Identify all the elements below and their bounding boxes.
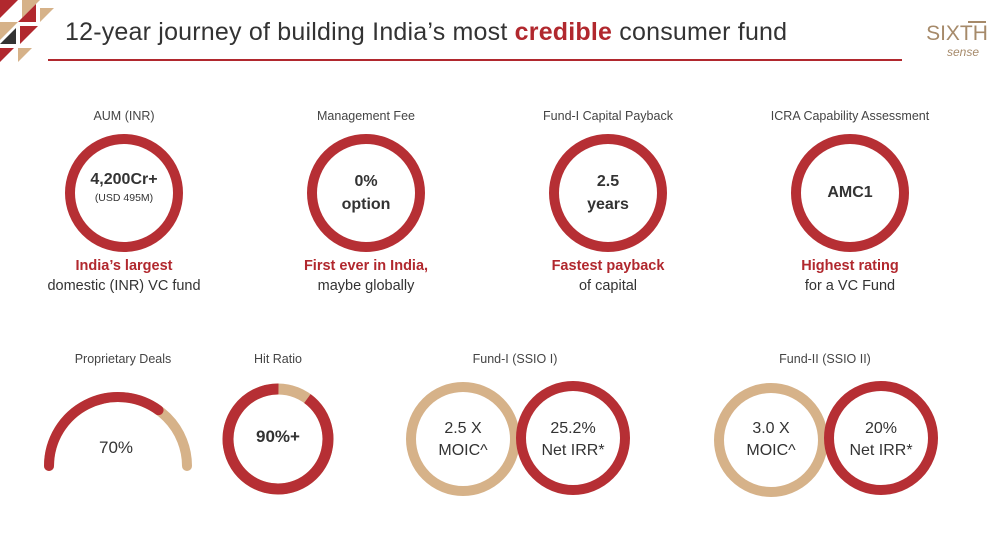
fund1-irr-label: Net IRR*	[541, 442, 605, 459]
aum-caption-text: domestic (INR) VC fund	[47, 278, 201, 294]
icra-value: AMC1	[827, 184, 873, 201]
fund1-moic-label: MOIC^	[438, 442, 488, 459]
fund1-moic: 2.5 X MOIC^	[406, 418, 520, 462]
company-logo: SIXTH sense	[926, 21, 988, 59]
proprietary-label: Proprietary Deals	[74, 352, 172, 366]
title-highlight: credible	[514, 18, 613, 46]
fund2-irr-value: 20%	[864, 420, 898, 437]
fee-value: 0% option	[307, 170, 425, 216]
title-text: 12-year journey of building India’s most	[65, 18, 515, 46]
page-title: 12-year journey of building India’s most…	[65, 18, 787, 47]
icra-ring	[791, 134, 909, 252]
fund1-irr-value: 25.2%	[550, 420, 596, 437]
icra-label: ICRA Capability Assessment	[770, 109, 930, 123]
aum-ring	[65, 134, 183, 252]
fund2-moic: 3.0 X MOIC^	[714, 418, 828, 462]
icra-caption-text: for a VC Fund	[804, 278, 896, 294]
fund2-label: Fund-II (SSIO II)	[779, 352, 871, 366]
payback-label: Fund-I Capital Payback	[543, 109, 673, 123]
proprietary-gauge	[44, 392, 192, 471]
aum-caption: India’s largest domestic (INR) VC fund	[14, 256, 234, 296]
aum-value: 4,200Cr+ (USD 495M)	[65, 168, 183, 205]
fund1-moic-ring	[406, 382, 520, 496]
aum-label: AUM (INR)	[93, 109, 155, 123]
fee-ring	[307, 134, 425, 252]
fund1-moic-value: 2.5 X	[444, 420, 482, 437]
aum-highlight: India’s largest	[75, 258, 173, 274]
fund2-moic-label: MOIC^	[746, 442, 796, 459]
aum-value-text: 4,200Cr+	[90, 171, 158, 188]
fee-highlight: First ever in India,	[303, 258, 429, 274]
fund2-irr-label: Net IRR*	[849, 442, 913, 459]
hit-ratio-ring	[222, 383, 334, 495]
title-underline	[48, 59, 902, 61]
logo-top-text: SIXTH	[926, 22, 988, 45]
payback-value-line2: years	[587, 196, 629, 213]
proprietary-gauge-fill	[44, 392, 164, 471]
logo-bottom-text: sense	[947, 45, 979, 59]
payback-value-line1: 2.5	[596, 173, 620, 190]
aum-sub: (USD 495M)	[94, 192, 154, 204]
fund2-moic-ring	[714, 383, 828, 497]
icra-caption: Highest rating for a VC Fund	[740, 256, 960, 296]
hit-ratio-value: 90%+	[256, 427, 300, 446]
fund2-irr: 20% Net IRR*	[824, 418, 938, 462]
fund2-moic-value: 3.0 X	[752, 420, 790, 437]
fee-value-line2: option	[341, 196, 391, 213]
icra-highlight: Highest rating	[801, 258, 899, 274]
fee-label: Management Fee	[317, 109, 415, 123]
payback-caption: Fastest payback of capital	[498, 256, 718, 296]
payback-ring	[549, 134, 667, 252]
fee-caption-text: maybe globally	[317, 278, 415, 294]
fee-caption: First ever in India, maybe globally	[256, 256, 476, 296]
fund2-irr-ring	[824, 381, 938, 495]
fund1-label: Fund-I (SSIO I)	[472, 352, 558, 366]
hit-ratio-label: Hit Ratio	[254, 352, 302, 366]
proprietary-value: 70%	[98, 438, 134, 457]
fee-value-line1: 0%	[354, 173, 378, 190]
corner-pattern	[0, 0, 54, 62]
fund1-irr: 25.2% Net IRR*	[516, 418, 630, 462]
payback-caption-text: of capital	[578, 278, 638, 294]
fund1-irr-ring	[516, 381, 630, 495]
title-text-end: consumer fund	[612, 18, 788, 46]
hit-ratio-fill	[222, 383, 334, 495]
payback-highlight: Fastest payback	[551, 258, 665, 274]
payback-value: 2.5 years	[549, 170, 667, 216]
